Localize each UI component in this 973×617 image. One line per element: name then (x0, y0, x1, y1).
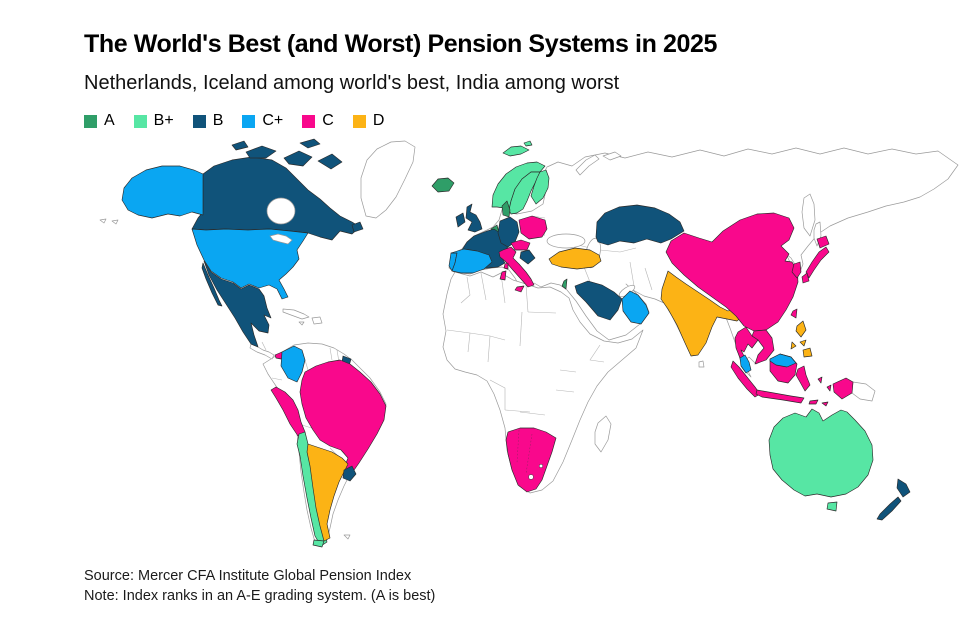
island-novaya-zemlya (575, 154, 600, 176)
country-india (660, 270, 745, 357)
legend-label: B+ (153, 112, 174, 129)
country-malaysia-peninsula (739, 354, 752, 374)
island-sri-lanka (698, 360, 705, 368)
country-spain (450, 248, 493, 274)
country-saudi-arabia (574, 280, 623, 321)
country-malaysia-borneo (769, 353, 797, 368)
legend-label: B (212, 112, 224, 129)
country-philippines (790, 320, 813, 358)
legend-item-cplus: C+ (242, 112, 283, 130)
country-united-kingdom (465, 203, 483, 233)
country-china (665, 212, 799, 332)
country-turkey (548, 247, 602, 270)
country-canada-newfoundland (351, 221, 364, 233)
country-taiwan (790, 308, 798, 319)
country-new-zealand-south (876, 496, 902, 521)
country-finland (530, 169, 550, 205)
country-united-states (191, 228, 309, 300)
country-colombia (280, 345, 306, 383)
island-novaya-zemlya-north (602, 151, 622, 161)
legend-swatch (133, 114, 147, 128)
country-mexico-baja (201, 262, 223, 307)
country-norway-svalbard (502, 140, 533, 157)
country-indonesia-lesser-sunda (808, 376, 832, 407)
footer: Source: Mercer CFA Institute Global Pens… (84, 566, 435, 606)
legend-swatch (242, 114, 256, 128)
legend-item-b: B (192, 112, 224, 130)
legend-label: D (372, 112, 385, 129)
peninsula-kamchatka (801, 193, 816, 237)
country-argentina (306, 443, 349, 542)
legend-swatch (84, 114, 97, 128)
country-australia (768, 408, 874, 498)
grading-note: Note: Index ranks in an A-E grading syst… (84, 588, 436, 604)
page-subtitle: Netherlands, Iceland among world's best,… (84, 72, 620, 94)
source-note: Source: Mercer CFA Institute Global Pens… (84, 568, 412, 584)
country-italy (498, 246, 535, 288)
country-canada-arctic-islands (231, 138, 343, 170)
island-hispaniola (311, 316, 323, 325)
country-indonesia-java (755, 389, 805, 404)
island-cuba (282, 308, 310, 320)
namibia-botswana-border (516, 429, 520, 464)
country-brazil (299, 359, 387, 474)
country-uruguay (342, 465, 357, 482)
legend-label: C (322, 112, 334, 129)
legend-swatch (192, 114, 206, 128)
island-madagascar (594, 415, 612, 453)
legend-label: A (104, 112, 115, 129)
island-aleutians (99, 218, 119, 225)
country-australia-tasmania (826, 501, 838, 512)
hudson-bay (266, 197, 296, 225)
landmass-central-america (249, 343, 275, 360)
country-new-zealand-north (896, 478, 911, 498)
country-indonesia-west-papua (832, 377, 854, 400)
country-croatia (519, 249, 536, 265)
country-southern-africa (505, 427, 557, 493)
legend-item-c: C (302, 112, 334, 130)
legend-item-d: D (352, 112, 385, 130)
country-japan-honshu (805, 246, 830, 279)
country-chile-tierra-del-fuego (312, 539, 325, 548)
country-italy-islands (499, 262, 525, 293)
island-falklands (343, 534, 351, 540)
country-south-korea (791, 261, 802, 279)
island-new-guinea-png (851, 381, 876, 402)
legend-label: C+ (262, 112, 284, 129)
country-mexico (203, 260, 272, 348)
page-title: The World's Best (and Worst) Pension Sys… (84, 30, 717, 58)
country-iceland (431, 177, 455, 193)
country-thailand (734, 326, 759, 359)
legend-item-a: A (84, 112, 115, 130)
country-united-states-alaska (121, 165, 204, 219)
landmass-greenland (360, 140, 416, 219)
black-sea (546, 233, 586, 249)
legend: A B+ B C+ C D (84, 112, 384, 130)
legend-item-bplus: B+ (133, 112, 174, 130)
country-kazakhstan (595, 204, 685, 246)
country-indonesia-sulawesi (795, 365, 811, 392)
legend-swatch (302, 114, 316, 128)
legend-swatch (352, 114, 366, 128)
graded-countries (121, 138, 911, 548)
country-denmark (501, 200, 511, 218)
country-ireland (455, 212, 466, 228)
island-jamaica (298, 321, 305, 326)
country-united-arab-emirates (621, 290, 650, 325)
eswatini-enclave (538, 463, 544, 469)
landmass-africa (442, 271, 644, 494)
lesotho-enclave (528, 474, 534, 480)
country-japan-kyushu (801, 272, 810, 284)
map-overlays (266, 197, 544, 480)
country-indonesia-sumatra (730, 360, 761, 398)
country-poland (518, 215, 548, 240)
country-israel (561, 278, 568, 290)
great-lakes (269, 233, 293, 245)
country-japan-hokkaido (816, 235, 830, 249)
country-austria (510, 239, 531, 251)
